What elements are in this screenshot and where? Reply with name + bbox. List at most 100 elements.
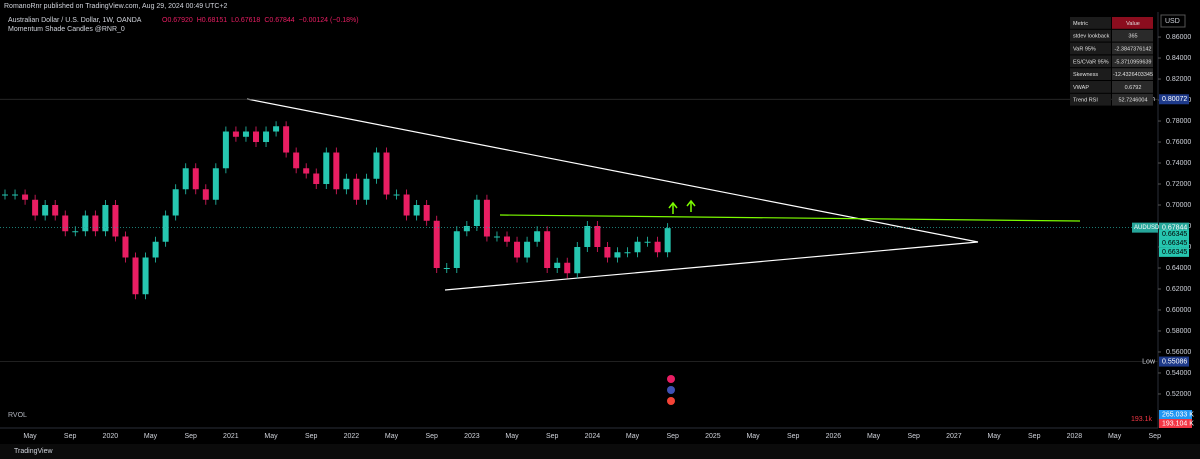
candle (644, 241, 651, 243)
candle (82, 215, 89, 232)
volume-tag (1159, 419, 1192, 428)
candle (22, 194, 29, 200)
candle (263, 131, 270, 143)
publisher: RomanoRnr published on TradingView.com, … (4, 3, 228, 10)
table-text: 365 (1128, 34, 1137, 40)
table-cell (1070, 81, 1111, 93)
table-cell (1112, 93, 1153, 106)
table-cell (1112, 81, 1153, 93)
x-tick-label: Sep (546, 433, 559, 440)
candle (343, 178, 350, 190)
candle (152, 241, 159, 258)
table-text: stdev lookback (1073, 34, 1110, 40)
symbol-tag (1132, 222, 1158, 233)
candle (634, 241, 641, 253)
x-tick-label: May (626, 433, 640, 440)
high-tag (1159, 94, 1189, 105)
event-icon (667, 386, 675, 394)
candle (664, 228, 671, 253)
x-tick-label: May (144, 433, 158, 440)
candle (534, 231, 541, 242)
table-text: VWAP (1073, 85, 1089, 91)
low-label: Low (1142, 358, 1156, 365)
brand: TradingView (14, 448, 53, 455)
candle (102, 205, 109, 232)
candle (514, 241, 521, 258)
table-text: ES/CVaR 95% (1073, 59, 1109, 65)
table-cell (1112, 55, 1153, 68)
candle (604, 246, 611, 258)
x-tick-label: May (505, 433, 519, 440)
high-tag-text: 0.80072 (1162, 96, 1187, 103)
x-tick-label: 2021 (223, 433, 239, 440)
candle (594, 226, 601, 247)
low-tag-text: 0.55086 (1162, 358, 1187, 365)
ma-tag-text: 0.66345 (1162, 231, 1187, 238)
candle (42, 205, 49, 216)
candle (283, 126, 290, 153)
table-text: VaR 95% (1073, 46, 1096, 52)
y-tick-label: 0.76000 (1166, 139, 1191, 146)
y-tick-label: 0.56000 (1166, 349, 1191, 356)
candle (112, 205, 119, 237)
x-tick-label: 2028 (1067, 433, 1083, 440)
candle (393, 194, 400, 196)
candle (62, 215, 69, 232)
table-cell (1070, 42, 1111, 55)
x-tick-label: 2023 (464, 433, 480, 440)
candle (504, 236, 510, 242)
table-text: Metric (1073, 21, 1088, 27)
candle (182, 168, 189, 190)
y-tick-label: 0.54000 (1166, 370, 1191, 377)
candle (403, 194, 410, 216)
x-tick-label: May (385, 433, 399, 440)
candle (584, 226, 591, 247)
ma-tag-text: 0.66345 (1162, 249, 1187, 256)
candle (273, 126, 280, 132)
ma-tag (1159, 229, 1189, 239)
candle (162, 215, 169, 242)
table-cell (1070, 17, 1111, 29)
candle (453, 231, 460, 268)
table-text: -2.3847376142 (1114, 46, 1151, 52)
table-cell (1112, 68, 1153, 80)
y-tick-label: 0.86000 (1166, 34, 1191, 41)
candle (574, 246, 581, 274)
candle (483, 199, 490, 237)
x-tick-label: Sep (425, 433, 438, 440)
candle (353, 178, 360, 200)
ohlc-value: −0.00124 (−0.18%) (299, 17, 359, 24)
arrows (668, 199, 696, 214)
x-tick-label: 2027 (946, 433, 962, 440)
low-tag (1159, 356, 1189, 367)
candle (564, 262, 571, 274)
x-tick-label: 2026 (826, 433, 842, 440)
x-tick-label: May (867, 433, 881, 440)
currency-box (1160, 14, 1186, 28)
table-text: Value (1126, 21, 1140, 27)
candle (172, 189, 179, 216)
x-tick-label: 2025 (705, 433, 721, 440)
candle (443, 267, 450, 269)
event-icon (667, 397, 675, 405)
candle (624, 252, 631, 254)
ohlc-value: H0.68151 (197, 17, 227, 24)
y-tick-label: 0.70000 (1166, 202, 1191, 209)
y-tick-label: 0.72000 (1166, 181, 1191, 188)
candle (373, 152, 380, 179)
candle (92, 215, 99, 232)
candle (293, 152, 300, 169)
x-tick-label: Sep (1028, 433, 1041, 440)
candle (72, 231, 79, 233)
table-text: 0.6792 (1125, 85, 1142, 91)
ohlc-value: L0.67618 (231, 17, 260, 24)
y-tick-label: 0.84000 (1166, 55, 1191, 62)
x-tick-label: 2024 (585, 433, 601, 440)
x-tick-label: Sep (305, 433, 318, 440)
candle (323, 152, 330, 185)
volume-value: 193.1k (1131, 416, 1153, 423)
y-tick-label: 0.60000 (1166, 307, 1191, 314)
volume-tag (1159, 410, 1192, 419)
y-tick-label: 0.74000 (1166, 160, 1191, 167)
